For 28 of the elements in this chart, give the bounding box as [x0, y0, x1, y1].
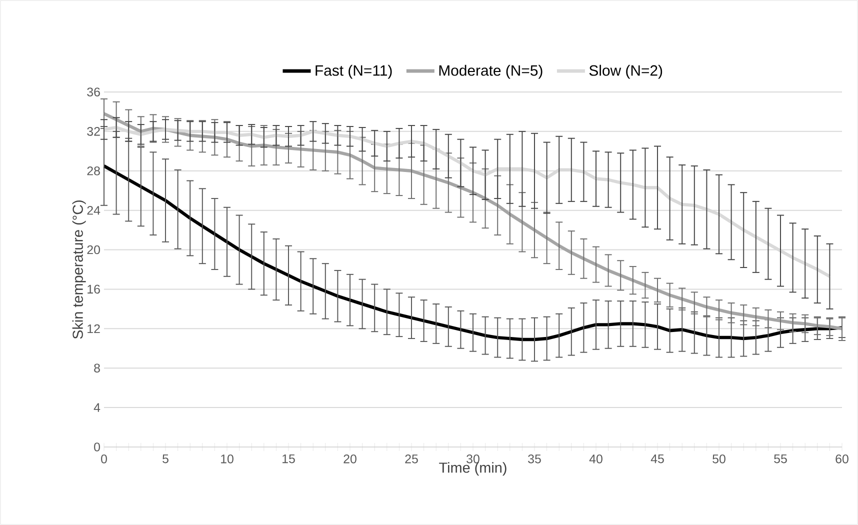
- legend-label: Moderate (N=5): [439, 64, 542, 79]
- x-tick-label: 35: [528, 454, 541, 464]
- y-tick-label: 8: [94, 364, 100, 373]
- y-tick-label: 36: [87, 88, 100, 96]
- x-tick-label: 20: [344, 454, 356, 464]
- y-tick-label: 32: [87, 127, 100, 136]
- x-tick-label: 5: [162, 454, 168, 464]
- y-tick-label: 4: [94, 403, 100, 412]
- x-tick-label: 40: [589, 454, 602, 464]
- x-tick-label: 45: [650, 454, 664, 464]
- y-tick-label: 24: [87, 206, 100, 215]
- x-tick-label: 10: [221, 454, 234, 464]
- y-tick-label: 20: [87, 245, 100, 254]
- legend-label: Fast (N=11): [316, 64, 392, 79]
- x-tick-label: 0: [101, 454, 107, 464]
- y-tick-label: 28: [87, 166, 100, 176]
- x-tick-label: 30: [466, 454, 480, 464]
- x-tick-label: 55: [774, 454, 787, 464]
- y-axis-title: Skin temperature (°C): [72, 200, 86, 339]
- x-tick-label: 60: [836, 454, 848, 464]
- y-tick-label: 0: [94, 442, 100, 452]
- x-axis-title: Time (min): [439, 462, 506, 476]
- legend-label: Slow (N=2): [589, 64, 662, 79]
- y-tick-label: 16: [88, 284, 100, 294]
- x-tick-label: 50: [712, 454, 726, 464]
- x-tick-label: 15: [282, 454, 295, 464]
- y-tick-label: 12: [88, 324, 100, 333]
- x-tick-label: 25: [405, 454, 418, 464]
